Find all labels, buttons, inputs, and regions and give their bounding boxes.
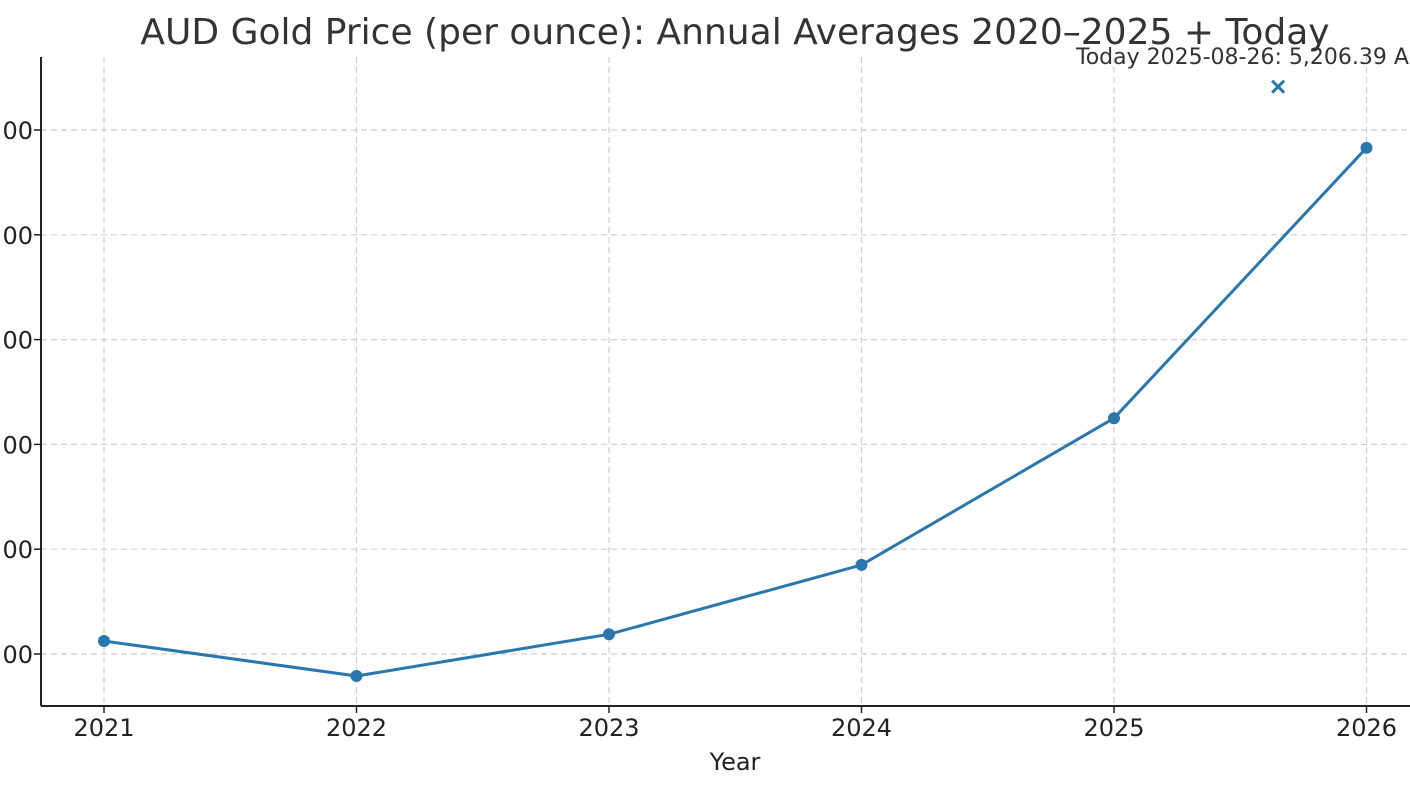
grid-lines — [41, 57, 1410, 706]
data-point-2022 — [350, 670, 363, 683]
x-tick-labels: 2021 2022 2023 2024 2025 2026 — [73, 706, 1397, 742]
today-annotation: Today 2025-08-26: 5,206.39 AUD — [1075, 45, 1410, 70]
y-tick-label: 00 — [2, 117, 33, 145]
y-tick-labels: 00 00 00 00 00 00 — [2, 117, 41, 669]
data-point-2026 — [1360, 141, 1373, 154]
series-layer — [98, 79, 1373, 683]
y-tick-label: 00 — [2, 222, 33, 250]
x-tick-label: 2022 — [326, 714, 387, 742]
y-tick-label: 00 — [2, 641, 33, 669]
x-tick-label: 2023 — [578, 714, 639, 742]
data-point-2021 — [98, 635, 110, 648]
chart-title: AUD Gold Price (per ounce): Annual Avera… — [140, 12, 1329, 53]
y-tick-label: 00 — [2, 431, 33, 459]
x-tick-label: 2026 — [1336, 714, 1397, 742]
today-marker — [1271, 79, 1286, 94]
y-tick-label: 00 — [2, 536, 33, 564]
data-point-2023 — [603, 628, 615, 641]
x-axis-label: Year — [709, 748, 761, 776]
x-tick-label: 2021 — [73, 714, 134, 742]
data-point-2024 — [855, 558, 868, 571]
series-line — [103, 146, 1368, 678]
y-tick-label: 00 — [2, 327, 33, 355]
data-point-2025 — [1108, 412, 1120, 425]
x-tick-label: 2024 — [831, 714, 892, 742]
x-tick-label: 2025 — [1083, 714, 1144, 742]
